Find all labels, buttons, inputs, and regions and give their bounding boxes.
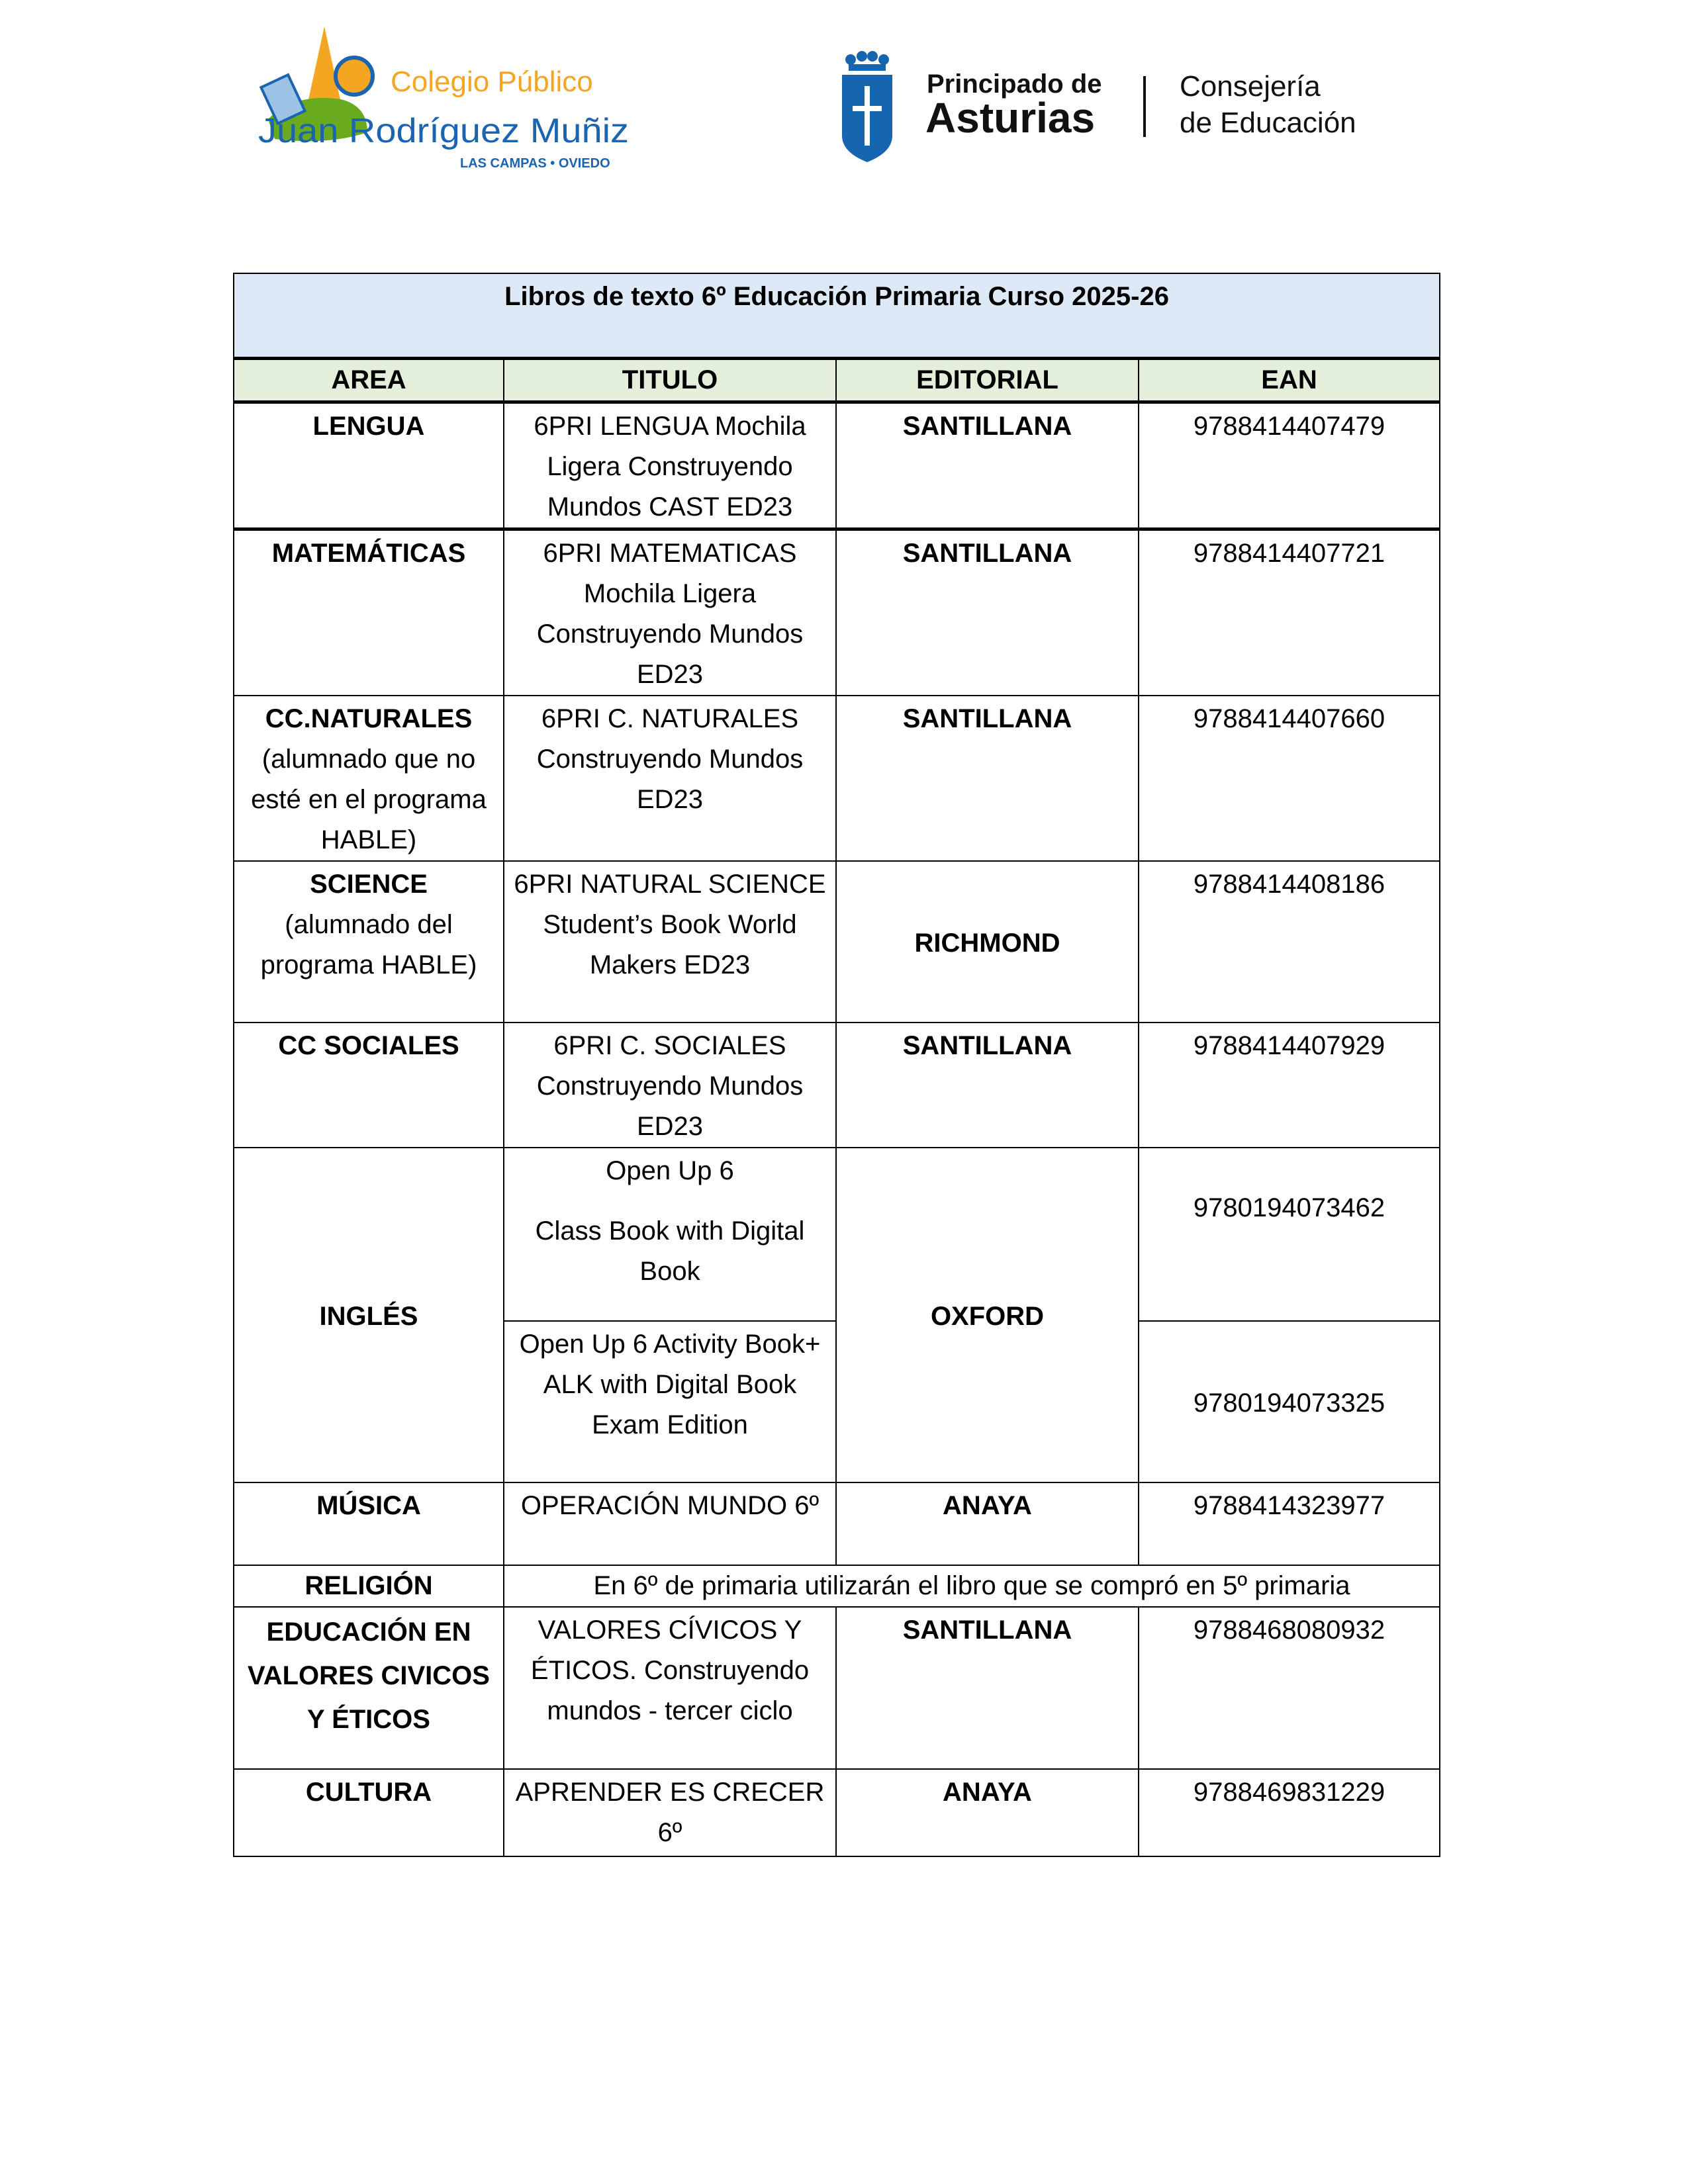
ean-cell: 9788414407479 (1137, 400, 1441, 530)
gov-line4: de Educación (1180, 107, 1356, 139)
ean-cell: 9780194073325 (1137, 1320, 1441, 1483)
table-title: Libros de texto 6º Educación Primaria Cu… (232, 273, 1441, 359)
titulo-cell: VALORES CÍVICOS Y ÉTICOS. Construyendo m… (503, 1606, 837, 1770)
titulo-cell: APRENDER ES CRECER 6º (503, 1768, 837, 1857)
area-cell: INGLÉS (233, 1147, 504, 1483)
editorial-cell: SANTILLANA (835, 527, 1139, 696)
titulo-cell: 6PRI C. SOCIALES Construyendo Mundos ED2… (503, 1022, 837, 1148)
ean-cell: 9780194073462 (1137, 1147, 1441, 1322)
header-titulo: TITULO (503, 357, 837, 403)
table-row: CULTURA APRENDER ES CRECER 6º ANAYA 9788… (233, 1768, 1441, 1857)
titulo-cell: 6PRI LENGUA Mochila Ligera Construyendo … (503, 400, 837, 530)
asturias-logo: Principado de Asturias Consejería de Edu… (834, 36, 1403, 169)
table-row: SCIENCE (alumnado del programa HABLE) 6PR… (233, 860, 1441, 1023)
table-row: RELIGIÓN En 6º de primaria utilizarán el… (233, 1565, 1441, 1608)
editorial-cell: SANTILLANA (835, 1606, 1139, 1770)
gov-line3: Consejería (1180, 70, 1321, 103)
table-row: CC.NATURALES (alumnado que no esté en el … (233, 695, 1441, 862)
area-cell: RELIGIÓN (233, 1565, 504, 1608)
asturias-shield-icon (842, 51, 892, 162)
ean-cell: 9788414408186 (1137, 860, 1441, 1023)
gov-line2: Asturias (925, 94, 1095, 142)
titulo-cell: Open Up 6 Class Book with Digital Book (503, 1147, 837, 1322)
globe-icon (334, 56, 375, 97)
ean-cell: 9788468080932 (1137, 1606, 1441, 1770)
header-area: AREA (233, 357, 504, 403)
table-row: CC SOCIALES 6PRI C. SOCIALES Construyend… (233, 1022, 1441, 1148)
book-icon (259, 73, 307, 126)
area-name: SCIENCE (310, 870, 428, 899)
editorial-cell: SANTILLANA (835, 1022, 1139, 1148)
table-row: Open Up 6 Activity Book+ ALK with Digita… (234, 1320, 1441, 1483)
editorial-cell: OXFORD (835, 1147, 1139, 1483)
area-name: CC.NATURALES (265, 704, 473, 733)
header-editorial: EDITORIAL (835, 357, 1139, 403)
titulo-cell: OPERACIÓN MUNDO 6º (503, 1482, 837, 1566)
table-row: EDUCACIÓN EN VALORES CIVICOS Y ÉTICOS VA… (233, 1606, 1441, 1770)
ean-cell: 9788469831229 (1137, 1768, 1441, 1857)
editorial-cell: SANTILLANA (835, 400, 1139, 530)
school-name-line2: Juan Rodríguez Muñiz (258, 112, 629, 150)
gov-line1: Principado de (927, 69, 1102, 99)
editorial-cell: SANTILLANA (835, 695, 1139, 862)
editorial-cell: RICHMOND (835, 860, 1139, 1023)
titulo-cell: Open Up 6 Activity Book+ ALK with Digita… (503, 1320, 837, 1483)
school-logo: Colegio Público Juan Rodríguez Muñiz LAS… (255, 26, 632, 175)
ean-cell: 9788414407660 (1137, 695, 1441, 862)
area-cell: CC.NATURALES (alumnado que no esté en el … (233, 695, 504, 862)
table-row: LENGUA 6PRI LENGUA Mochila Ligera Constr… (233, 400, 1441, 530)
table-row: MATEMÁTICAS 6PRI MATEMATICAS Mochila Lig… (233, 527, 1441, 696)
school-location: LAS CAMPAS • OVIEDO (460, 156, 610, 171)
editorial-cell: ANAYA (835, 1482, 1139, 1566)
header-ean: EAN (1137, 357, 1441, 403)
table-row: INGLÉS Open Up 6 Class Book with Digital … (233, 1147, 1441, 1483)
area-cell: MÚSICA (233, 1482, 504, 1566)
area-note: (alumnado que no esté en el programa HAB… (251, 745, 487, 854)
titulo-cell: 6PRI C. NATURALES Construyendo Mundos ED… (503, 695, 837, 862)
ean-cell: 9788414323977 (1137, 1482, 1441, 1566)
table-row: MÚSICA OPERACIÓN MUNDO 6º ANAYA 97884143… (233, 1482, 1441, 1566)
titulo-cell: 6PRI NATURAL SCIENCE Student’s Book Worl… (503, 860, 837, 1023)
divider (1143, 76, 1146, 137)
titulo-cell: 6PRI MATEMATICAS Mochila Ligera Construy… (503, 527, 837, 696)
area-cell: CULTURA (233, 1768, 504, 1857)
area-cell: EDUCACIÓN EN VALORES CIVICOS Y ÉTICOS (233, 1606, 504, 1770)
titulo-line: Open Up 6 (606, 1156, 734, 1185)
school-name-line1: Colegio Público (391, 66, 593, 98)
area-cell: MATEMÁTICAS (233, 527, 504, 696)
area-note: (alumnado del programa HABLE) (260, 910, 477, 979)
titulo-line: Class Book with Digital Book (535, 1216, 805, 1286)
ean-cell: 9788414407721 (1137, 527, 1441, 696)
ean-cell: 9788414407929 (1137, 1022, 1441, 1148)
area-cell: LENGUA (233, 400, 504, 530)
area-cell: SCIENCE (alumnado del programa HABLE) (233, 860, 504, 1023)
religion-note: En 6º de primaria utilizarán el libro qu… (502, 1565, 1441, 1608)
editorial-cell: ANAYA (835, 1768, 1139, 1857)
area-cell: CC SOCIALES (233, 1022, 504, 1148)
textbooks-table: Libros de texto 6º Educación Primaria Cu… (232, 273, 1441, 1857)
tower-icon (308, 26, 341, 103)
